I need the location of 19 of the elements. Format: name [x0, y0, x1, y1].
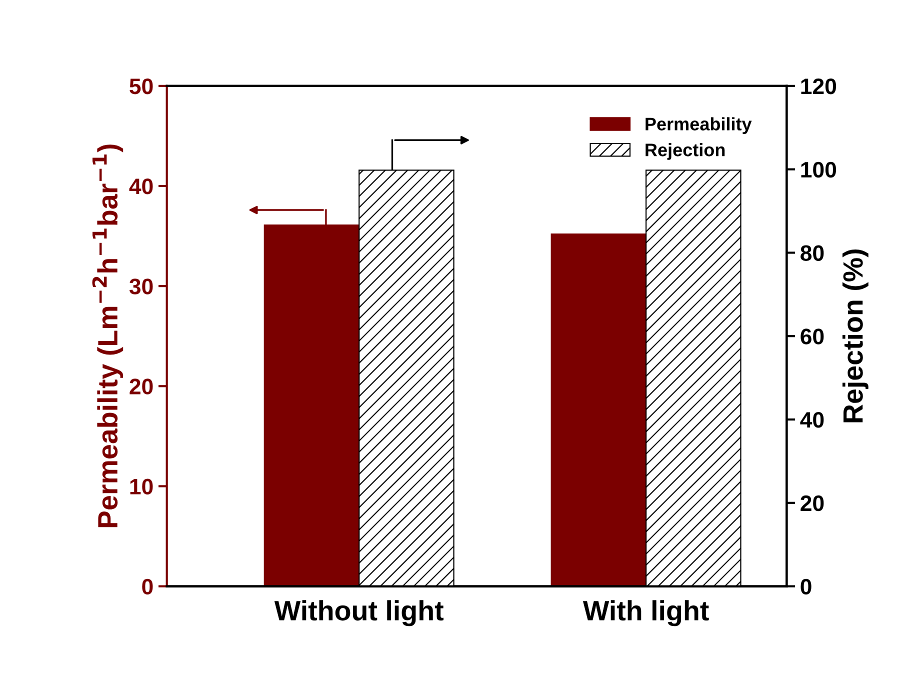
legend-label: Permeability	[646, 117, 752, 134]
y2-tick-label: 40	[800, 412, 824, 428]
legend-label: Rejection	[646, 143, 725, 160]
x-tick-label: With light	[582, 600, 709, 626]
y2-tick-label: 0	[800, 578, 812, 595]
y-tick-label: 10	[130, 478, 153, 494]
y2-tick-label: 60	[800, 328, 824, 344]
y2-axis-title: Rejection (%)	[842, 250, 868, 422]
y2-tick-label: 120	[801, 78, 836, 94]
x-tick-label: Without light	[274, 600, 444, 626]
y2-tick-label: 80	[800, 245, 824, 261]
y-tick-label: 20	[130, 378, 153, 394]
y2-tick-label: 20	[800, 495, 824, 512]
y2-tick-label: 100	[801, 162, 836, 178]
y-tick-label: 50	[130, 78, 153, 94]
y-tick-label: 0	[142, 578, 153, 595]
y-axis-title: Permeability (Lm$^{−2}$h$^{−1}$bar$^{−1}$)	[92, 144, 124, 528]
y-tick-label: 40	[129, 178, 153, 194]
y-tick-label: 30	[129, 278, 153, 294]
